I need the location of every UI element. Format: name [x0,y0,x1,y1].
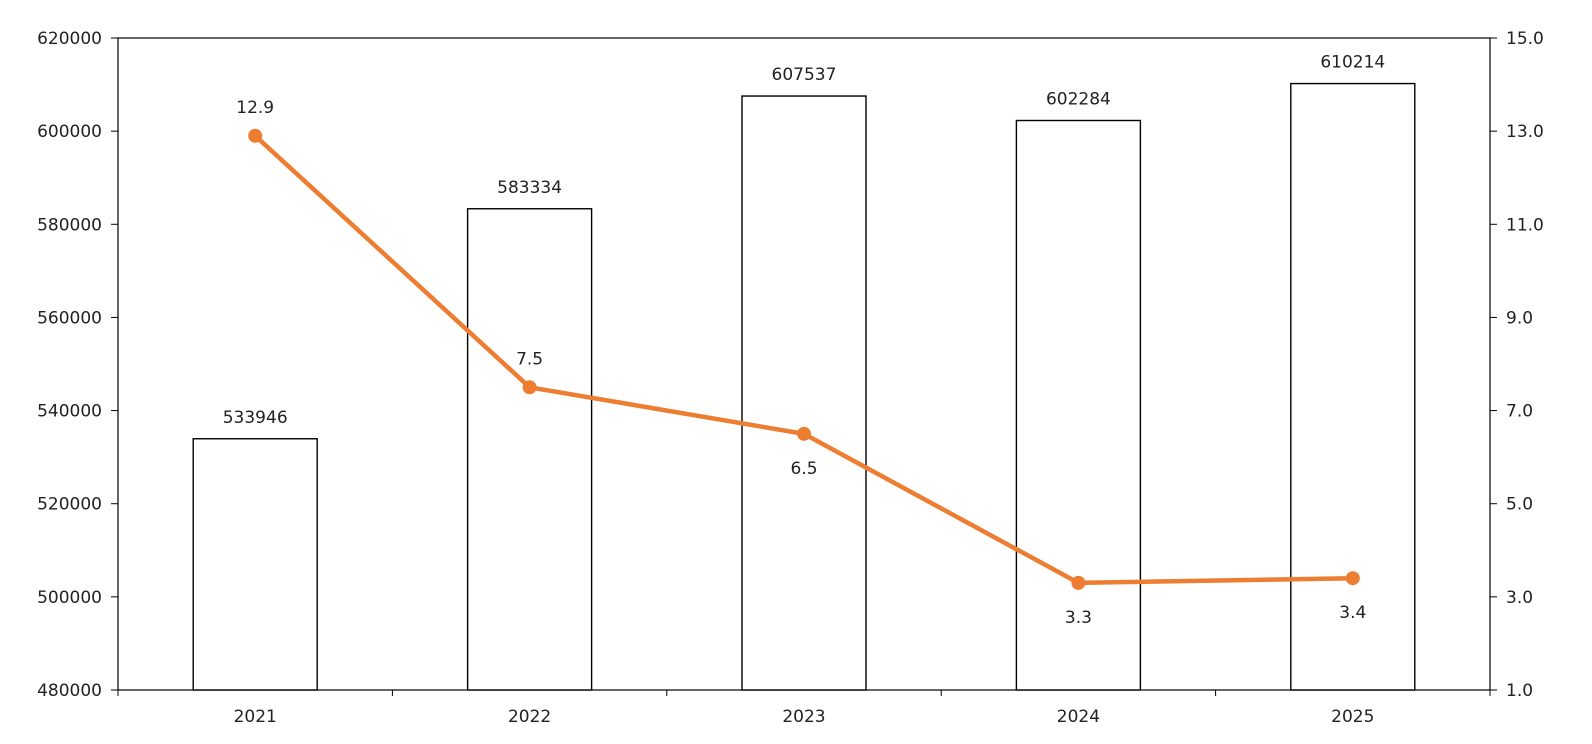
y-right-tick-label: 7.0 [1506,402,1533,422]
bar [192,438,318,691]
line-point [1345,571,1360,586]
bar-data-label: 607537 [772,65,837,85]
bar [1290,82,1416,691]
bar [466,208,593,691]
bar-data-label: 602284 [1046,90,1111,110]
bar-data-label: 533946 [223,408,288,428]
y-left-tick-label: 620000 [37,29,102,49]
x-tick-label: 2021 [234,707,277,727]
y-right-tick-label: 5.0 [1506,495,1533,515]
line-data-label: 3.4 [1339,603,1366,623]
x-tick-label: 2022 [508,707,551,727]
line-data-label: 3.3 [1065,608,1092,628]
line-point [797,426,811,441]
line-point [1071,575,1086,590]
y-left-tick-label: 600000 [37,122,102,142]
x-tick-label: 2024 [1057,707,1100,727]
y-right-tick-label: 3.0 [1506,588,1533,608]
x-tick-label: 2025 [1331,707,1374,727]
bar-data-label: 610214 [1320,53,1385,73]
line-point [248,128,263,143]
y-right-tick-label: 15.0 [1506,29,1544,49]
y-left-tick-label: 480000 [37,681,102,701]
y-left-tick-label: 580000 [37,215,102,235]
y-right-tick-label: 11.0 [1506,215,1544,235]
line-data-label: 6.5 [790,459,817,479]
y-left-tick-label: 540000 [37,402,102,422]
line-point [522,380,537,395]
x-tick-label: 2023 [782,707,825,727]
y-left-tick-label: 560000 [37,308,102,328]
y-right-tick-label: 1.0 [1506,681,1533,701]
bar [741,95,867,691]
y-left-tick-label: 520000 [37,495,102,515]
y-right-tick-label: 9.0 [1506,308,1533,328]
y-left-tick-label: 500000 [37,588,102,608]
line-data-label: 7.5 [516,349,543,369]
bar-data-label: 583334 [497,178,562,198]
line-data-label: 12.9 [236,98,274,118]
bar [1015,119,1142,691]
y-right-tick-label: 13.0 [1506,122,1544,142]
